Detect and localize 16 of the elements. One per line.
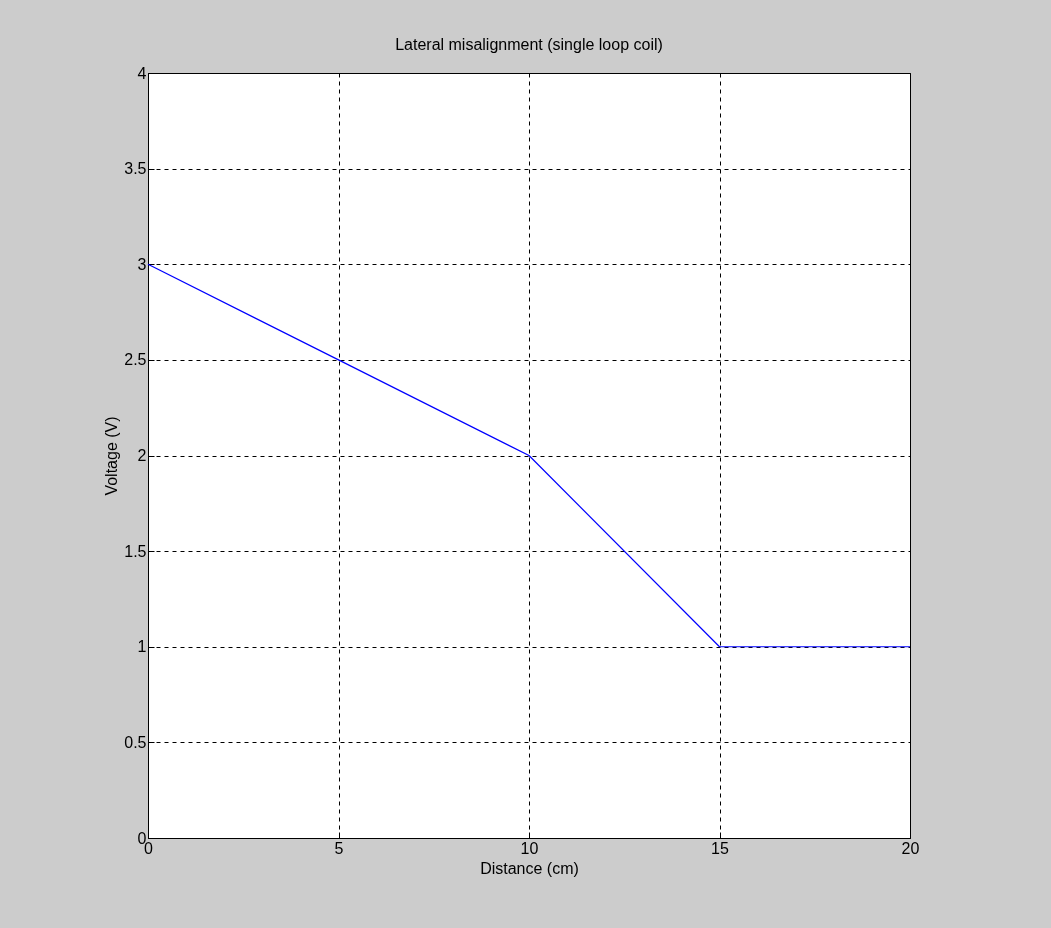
x-tick-label: 15	[711, 839, 729, 857]
y-tick-label: 2.5	[124, 351, 147, 369]
y-tick-label: 1	[137, 638, 147, 656]
x-axis-title: Distance (cm)	[480, 859, 579, 877]
x-tick-label: 5	[334, 839, 344, 857]
y-tick-label: 3	[137, 255, 147, 273]
chart-title: Lateral misalignment (single loop coil)	[395, 36, 663, 53]
y-tick-label: 3.5	[124, 160, 147, 178]
y-tick-label: 4	[137, 64, 147, 82]
line-series	[147, 263, 911, 648]
x-tick-label: 20	[901, 839, 920, 857]
y-axis-title: Voltage (V)	[103, 416, 121, 496]
x-tick-label: 10	[520, 839, 539, 857]
y-tick-label: 0.5	[124, 733, 147, 751]
y-tick-label: 1.5	[124, 542, 147, 560]
y-tick-label: 2	[137, 447, 147, 464]
